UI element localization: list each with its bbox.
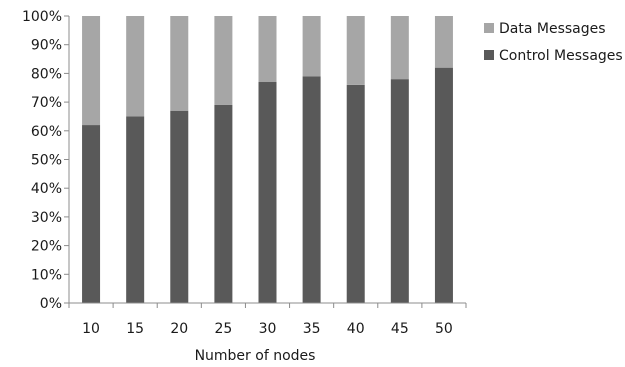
legend: Data Messages Control Messages <box>484 21 623 64</box>
bar-control-messages-35 <box>302 76 321 304</box>
bar-data-messages-20 <box>170 16 189 111</box>
bar-control-messages-50 <box>434 67 453 303</box>
bar-control-messages-25 <box>214 104 233 303</box>
y-tick-label: 100% <box>22 9 62 25</box>
bar-data-messages-25 <box>214 16 233 105</box>
y-tick-label: 90% <box>31 38 62 54</box>
legend-label-control-messages: Control Messages <box>499 48 623 64</box>
legend-label-data-messages: Data Messages <box>499 21 606 37</box>
bar-control-messages-20 <box>170 110 189 304</box>
bar-control-messages-30 <box>258 82 277 303</box>
x-tick-label: 15 <box>126 321 144 337</box>
x-tick-label: 40 <box>347 321 365 337</box>
x-tick-label: 10 <box>82 321 100 337</box>
y-tick-label: 20% <box>31 239 62 255</box>
y-tick-label: 80% <box>31 66 62 82</box>
legend-swatch-data-messages <box>484 23 494 33</box>
y-tick-label: 0% <box>40 296 62 312</box>
x-axis: 10 15 20 25 30 35 40 45 50 <box>68 302 467 337</box>
bar-data-messages-15 <box>126 16 145 117</box>
bar-data-messages-10 <box>82 16 101 126</box>
bar-data-messages-30 <box>258 16 277 83</box>
y-axis: 0% 10% 20% 30% 40% 50% 60% 70% 80% 90% 100% <box>22 9 70 312</box>
y-tick-label: 10% <box>31 267 62 283</box>
bar-control-messages-15 <box>126 116 145 303</box>
y-tick-label: 50% <box>31 153 62 169</box>
y-tick-label: 30% <box>31 210 62 226</box>
y-tick-label: 60% <box>31 124 62 140</box>
bar-control-messages-10 <box>82 125 101 303</box>
bar-data-messages-50 <box>434 16 453 68</box>
bar-control-messages-40 <box>346 84 365 303</box>
y-tick-label: 70% <box>31 95 62 111</box>
bar-data-messages-45 <box>390 16 409 80</box>
plot-area <box>82 16 453 304</box>
x-axis-title: Number of nodes <box>195 348 316 364</box>
legend-swatch-control-messages <box>484 50 494 60</box>
x-tick-label: 35 <box>303 321 321 337</box>
bar-data-messages-35 <box>302 16 321 77</box>
bar-control-messages-45 <box>390 79 409 303</box>
x-tick-label: 20 <box>170 321 188 337</box>
y-tick-label: 40% <box>31 181 62 197</box>
x-tick-label: 45 <box>391 321 409 337</box>
x-tick-label: 25 <box>214 321 232 337</box>
x-tick-label: 30 <box>259 321 277 337</box>
bar-data-messages-40 <box>346 16 365 85</box>
x-tick-label: 50 <box>435 321 453 337</box>
